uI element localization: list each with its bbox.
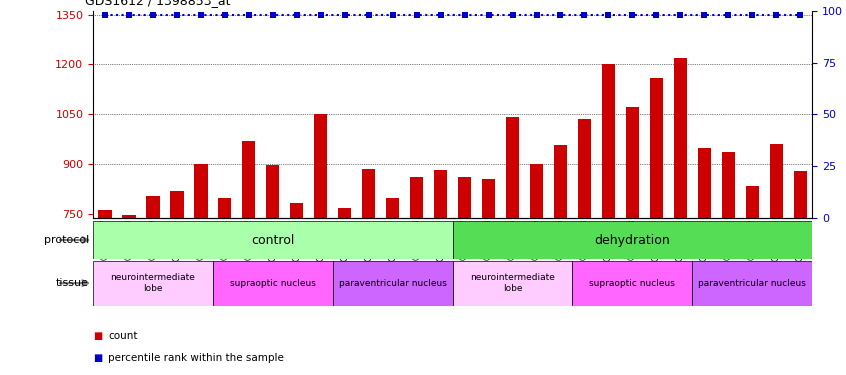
Bar [554, 145, 567, 218]
Bar [338, 207, 351, 218]
Text: ■: ■ [93, 331, 102, 340]
Bar [453, 221, 812, 259]
Bar [218, 198, 232, 217]
Bar [266, 165, 279, 218]
Bar [213, 261, 332, 306]
Bar [332, 261, 453, 306]
Bar [410, 177, 423, 218]
Text: supraoptic nucleus: supraoptic nucleus [590, 279, 675, 288]
Text: paraventricular nucleus: paraventricular nucleus [338, 279, 447, 288]
Bar [93, 221, 453, 259]
Bar [650, 78, 663, 218]
Bar [698, 148, 711, 217]
Bar [770, 144, 783, 218]
Bar [573, 261, 692, 306]
Bar [98, 210, 112, 218]
Bar [530, 164, 543, 218]
Bar [93, 261, 213, 306]
Text: paraventricular nucleus: paraventricular nucleus [698, 279, 806, 288]
Bar [692, 261, 812, 306]
Bar [482, 179, 495, 218]
Bar [626, 107, 639, 218]
Text: count: count [108, 331, 138, 340]
Bar [673, 58, 687, 217]
Text: protocol: protocol [44, 235, 89, 245]
Bar [195, 164, 207, 218]
Bar [146, 195, 160, 217]
Bar [458, 177, 471, 218]
Bar [314, 114, 327, 218]
Bar [362, 169, 376, 217]
Text: dehydration: dehydration [595, 234, 670, 246]
Text: control: control [251, 234, 294, 246]
Text: ■: ■ [93, 353, 102, 363]
Bar [578, 119, 591, 218]
Bar [602, 64, 615, 218]
Bar [170, 191, 184, 217]
Bar [123, 215, 135, 217]
Bar [794, 171, 807, 217]
Text: GDS1612 / 1398853_at: GDS1612 / 1398853_at [85, 0, 230, 8]
Text: supraoptic nucleus: supraoptic nucleus [230, 279, 316, 288]
Bar [434, 170, 448, 217]
Bar [290, 203, 304, 217]
Bar [453, 261, 573, 306]
Bar [386, 198, 399, 217]
Bar [242, 141, 255, 218]
Text: neurointermediate
lobe: neurointermediate lobe [111, 273, 195, 293]
Text: percentile rank within the sample: percentile rank within the sample [108, 353, 284, 363]
Text: tissue: tissue [56, 278, 89, 288]
Bar [745, 186, 759, 218]
Text: neurointermediate
lobe: neurointermediate lobe [470, 273, 555, 293]
Bar [722, 152, 735, 217]
Bar [506, 117, 519, 218]
